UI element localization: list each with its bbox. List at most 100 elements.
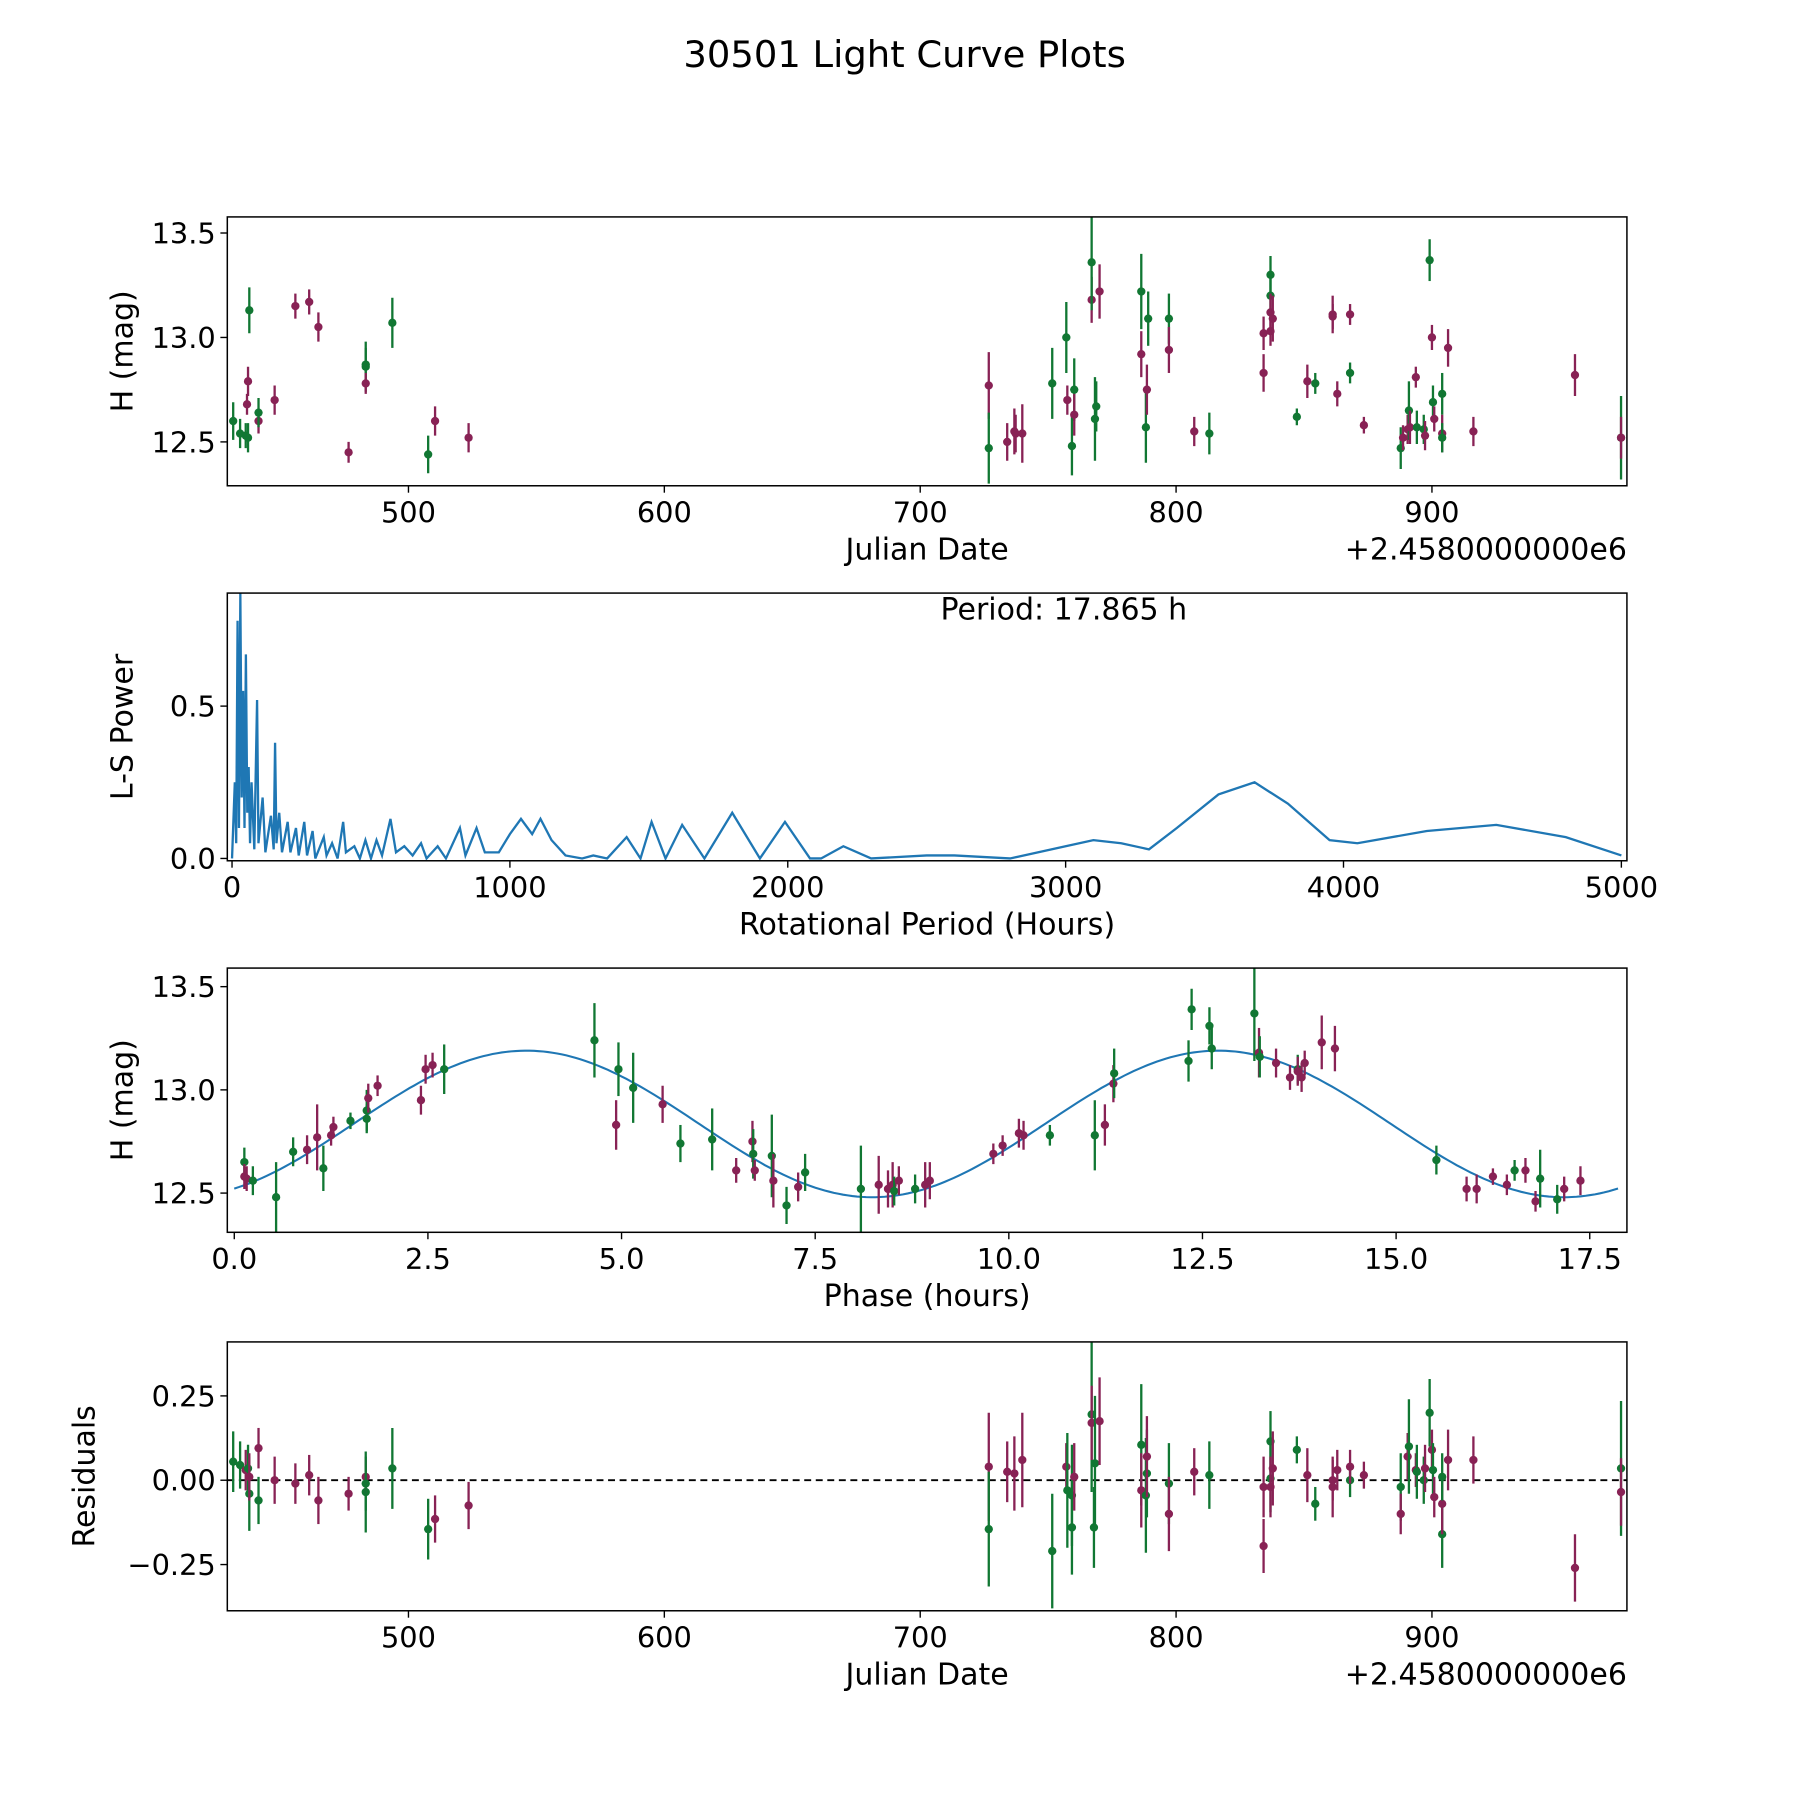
data-point bbox=[1317, 1038, 1326, 1047]
data-point bbox=[1469, 427, 1478, 436]
data-point bbox=[1420, 1464, 1430, 1473]
data-point bbox=[793, 1182, 803, 1192]
data-point bbox=[464, 1501, 473, 1510]
data-point bbox=[1250, 1009, 1259, 1018]
x-tick-label: 900 bbox=[1404, 496, 1459, 530]
data-point bbox=[1428, 398, 1438, 407]
data-point bbox=[1560, 1184, 1569, 1194]
y-axis-label: H (mag) bbox=[106, 1039, 141, 1161]
x-tick-label: 1000 bbox=[473, 871, 546, 905]
period-annotation: Period: 17.865 h bbox=[940, 593, 1187, 628]
x-tick-label: 900 bbox=[1404, 1621, 1459, 1655]
data-point bbox=[254, 1444, 263, 1453]
data-point bbox=[1576, 1176, 1585, 1185]
y-tick-label: 13.0 bbox=[152, 321, 216, 355]
y-axis-label: Residuals bbox=[68, 1405, 103, 1547]
data-point bbox=[430, 1514, 440, 1524]
data-point bbox=[361, 360, 370, 369]
data-point bbox=[1443, 343, 1453, 353]
data-point bbox=[1205, 1471, 1214, 1480]
data-point bbox=[428, 1060, 437, 1070]
data-point bbox=[590, 1036, 599, 1045]
x-tick-label: 700 bbox=[893, 496, 948, 530]
axes-frame bbox=[226, 592, 1628, 862]
data-point bbox=[421, 1065, 430, 1074]
data-point bbox=[894, 1176, 903, 1185]
data-point bbox=[1488, 1172, 1498, 1181]
data-point bbox=[1010, 1469, 1019, 1478]
data-point bbox=[1404, 1442, 1414, 1451]
data-point bbox=[1616, 433, 1626, 442]
data-point bbox=[240, 1157, 249, 1167]
x-tick-label: 17.5 bbox=[1558, 1242, 1622, 1276]
x-tick-label: 12.5 bbox=[1170, 1242, 1234, 1276]
data-point bbox=[440, 1065, 449, 1074]
data-point bbox=[1142, 385, 1152, 394]
data-point bbox=[1011, 429, 1020, 438]
x-axis-label: Julian Date bbox=[844, 1658, 1009, 1693]
x-tick-label: 600 bbox=[637, 496, 692, 530]
data-point bbox=[1285, 1073, 1295, 1082]
x-tick-label: 800 bbox=[1149, 1621, 1204, 1655]
data-point bbox=[229, 1457, 238, 1466]
data-point bbox=[364, 1093, 373, 1103]
x-offset-text: +2.4580000000e6 bbox=[1345, 533, 1627, 568]
data-point bbox=[1443, 1455, 1453, 1465]
data-point bbox=[344, 448, 353, 457]
phased-light-curve-panel: 0.0 2.5 5.0 7.5 10.0 12.5 15.0 17.5 12.5 13.0 13.5… bbox=[106, 967, 1628, 1314]
data-point bbox=[1359, 1471, 1369, 1480]
data-point bbox=[235, 1460, 245, 1470]
data-point bbox=[1411, 372, 1420, 382]
data-point bbox=[1018, 1455, 1027, 1465]
y-tick-label: 13.5 bbox=[152, 970, 216, 1004]
data-point bbox=[288, 1147, 298, 1156]
x-tick-label: 5.0 bbox=[599, 1242, 645, 1276]
data-point bbox=[984, 1524, 993, 1534]
data-point bbox=[1070, 385, 1079, 394]
data-point bbox=[1292, 1445, 1302, 1455]
data-point bbox=[1438, 389, 1447, 399]
data-point bbox=[248, 1176, 258, 1185]
data-point bbox=[229, 416, 238, 426]
data-point bbox=[1427, 333, 1437, 342]
data-point bbox=[1087, 1418, 1096, 1428]
data-point bbox=[1303, 377, 1312, 386]
data-point bbox=[856, 1184, 866, 1194]
data-point bbox=[1187, 1005, 1196, 1014]
x-tick-label: 2.5 bbox=[405, 1242, 451, 1276]
y-tick-label: 0.0 bbox=[170, 842, 216, 876]
periodogram-line bbox=[230, 593, 1622, 861]
data-point bbox=[1502, 1180, 1512, 1189]
data-point bbox=[270, 1476, 279, 1485]
y-axis-label: L-S Power bbox=[106, 653, 141, 800]
data-point bbox=[319, 1164, 328, 1173]
data-point bbox=[1003, 437, 1012, 447]
data-point bbox=[416, 1096, 426, 1105]
plot-area bbox=[233, 968, 1619, 1233]
x-tick-label: 4000 bbox=[1307, 871, 1380, 905]
data-point bbox=[1070, 1472, 1079, 1482]
data-point bbox=[1462, 1184, 1471, 1194]
data-point bbox=[1019, 1131, 1028, 1140]
data-point bbox=[1292, 412, 1302, 421]
data-point bbox=[305, 1471, 314, 1480]
data-point bbox=[750, 1166, 759, 1175]
data-point bbox=[1430, 414, 1439, 424]
data-point bbox=[314, 1496, 323, 1505]
figure-title: 30501 Light Curve Plots bbox=[683, 33, 1125, 76]
data-point bbox=[1300, 1058, 1309, 1068]
data-point bbox=[769, 1176, 778, 1185]
data-point bbox=[1100, 1120, 1110, 1130]
axes-frame bbox=[226, 967, 1628, 1234]
data-point bbox=[1311, 379, 1320, 388]
data-point bbox=[629, 1083, 638, 1092]
x-tick-label: 2000 bbox=[751, 871, 824, 905]
data-point bbox=[302, 1145, 312, 1154]
data-point bbox=[1110, 1069, 1119, 1078]
data-point bbox=[243, 1464, 253, 1473]
data-point bbox=[767, 1151, 776, 1161]
data-point bbox=[313, 1133, 322, 1142]
data-point bbox=[424, 450, 433, 459]
data-point bbox=[1164, 1509, 1174, 1519]
